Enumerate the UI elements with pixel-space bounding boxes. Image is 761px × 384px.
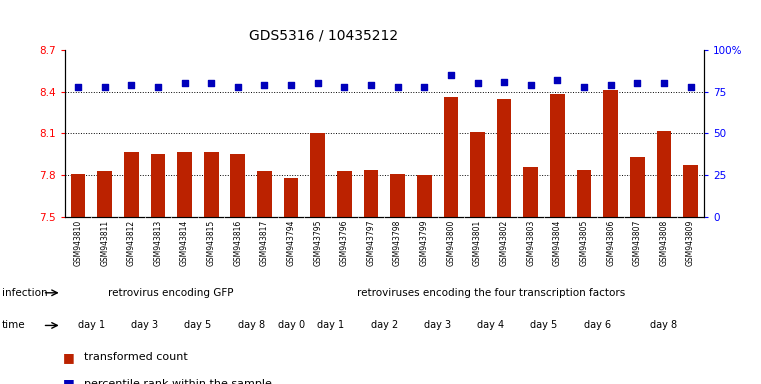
Point bbox=[471, 80, 484, 86]
Text: day 5: day 5 bbox=[530, 320, 558, 331]
Text: GSM943800: GSM943800 bbox=[447, 220, 455, 266]
Text: GSM943814: GSM943814 bbox=[180, 220, 189, 266]
Point bbox=[178, 80, 190, 86]
Text: GSM943794: GSM943794 bbox=[287, 220, 295, 266]
Text: day 5: day 5 bbox=[184, 320, 212, 331]
Text: GSM943802: GSM943802 bbox=[500, 220, 508, 266]
Text: GSM943811: GSM943811 bbox=[100, 220, 109, 266]
Point bbox=[338, 84, 350, 90]
Text: day 8: day 8 bbox=[237, 320, 265, 331]
Text: GSM943797: GSM943797 bbox=[367, 220, 375, 266]
Text: GSM943810: GSM943810 bbox=[74, 220, 82, 266]
Bar bbox=[524, 167, 538, 217]
Text: transformed count: transformed count bbox=[84, 352, 187, 362]
Point bbox=[604, 82, 616, 88]
Point bbox=[524, 82, 537, 88]
Text: retrovirus encoding GFP: retrovirus encoding GFP bbox=[109, 288, 234, 298]
Bar bbox=[417, 175, 431, 217]
Text: GSM943801: GSM943801 bbox=[473, 220, 482, 266]
Bar bbox=[630, 157, 645, 217]
Point bbox=[98, 84, 111, 90]
Text: day 3: day 3 bbox=[131, 320, 158, 331]
Text: day 6: day 6 bbox=[584, 320, 611, 331]
Bar bbox=[151, 154, 165, 217]
Point bbox=[391, 84, 403, 90]
Text: day 3: day 3 bbox=[424, 320, 451, 331]
Point bbox=[285, 82, 297, 88]
Point bbox=[631, 80, 643, 86]
Point bbox=[205, 80, 218, 86]
Point bbox=[578, 84, 590, 90]
Point bbox=[365, 82, 377, 88]
Text: GSM943796: GSM943796 bbox=[340, 220, 349, 266]
Point bbox=[498, 79, 510, 85]
Text: GSM943815: GSM943815 bbox=[207, 220, 215, 266]
Point bbox=[151, 84, 164, 90]
Bar bbox=[124, 152, 139, 217]
Bar bbox=[257, 171, 272, 217]
Text: GSM943803: GSM943803 bbox=[527, 220, 535, 266]
Text: GSM943807: GSM943807 bbox=[633, 220, 642, 266]
Point bbox=[684, 84, 696, 90]
Text: GSM943813: GSM943813 bbox=[154, 220, 162, 266]
Bar bbox=[550, 94, 565, 217]
Text: ■: ■ bbox=[62, 377, 75, 384]
Text: day 2: day 2 bbox=[371, 320, 398, 331]
Text: GSM943798: GSM943798 bbox=[393, 220, 402, 266]
Bar bbox=[603, 90, 618, 217]
Point bbox=[658, 80, 670, 86]
Point bbox=[258, 82, 271, 88]
Text: day 1: day 1 bbox=[317, 320, 345, 331]
Bar bbox=[71, 174, 85, 217]
Point bbox=[72, 84, 84, 90]
Point bbox=[419, 84, 431, 90]
Bar bbox=[657, 131, 671, 217]
Text: GSM943817: GSM943817 bbox=[260, 220, 269, 266]
Text: GDS5316 / 10435212: GDS5316 / 10435212 bbox=[249, 28, 398, 42]
Text: GSM943806: GSM943806 bbox=[607, 220, 615, 266]
Bar bbox=[497, 99, 511, 217]
Bar bbox=[97, 171, 112, 217]
Bar bbox=[204, 152, 218, 217]
Bar bbox=[337, 171, 352, 217]
Text: percentile rank within the sample: percentile rank within the sample bbox=[84, 379, 272, 384]
Point bbox=[312, 80, 324, 86]
Bar bbox=[683, 166, 698, 217]
Text: day 8: day 8 bbox=[651, 320, 677, 331]
Point bbox=[125, 82, 137, 88]
Text: GSM943808: GSM943808 bbox=[660, 220, 668, 266]
Bar bbox=[231, 154, 245, 217]
Bar bbox=[310, 134, 325, 217]
Bar bbox=[577, 170, 591, 217]
Bar bbox=[390, 174, 405, 217]
Text: GSM943809: GSM943809 bbox=[686, 220, 695, 266]
Text: infection: infection bbox=[2, 288, 47, 298]
Bar bbox=[177, 152, 192, 217]
Bar bbox=[284, 178, 298, 217]
Text: day 0: day 0 bbox=[278, 320, 304, 331]
Text: day 4: day 4 bbox=[477, 320, 505, 331]
Text: GSM943799: GSM943799 bbox=[420, 220, 428, 266]
Text: GSM943816: GSM943816 bbox=[234, 220, 242, 266]
Text: retroviruses encoding the four transcription factors: retroviruses encoding the four transcrip… bbox=[357, 288, 625, 298]
Bar bbox=[364, 170, 378, 217]
Point bbox=[551, 77, 563, 83]
Text: ■: ■ bbox=[62, 351, 75, 364]
Text: GSM943795: GSM943795 bbox=[314, 220, 322, 266]
Text: GSM943812: GSM943812 bbox=[127, 220, 135, 266]
Text: day 1: day 1 bbox=[78, 320, 105, 331]
Bar bbox=[444, 97, 458, 217]
Text: time: time bbox=[2, 320, 25, 331]
Text: GSM943804: GSM943804 bbox=[553, 220, 562, 266]
Point bbox=[444, 72, 457, 78]
Text: GSM943805: GSM943805 bbox=[580, 220, 588, 266]
Point bbox=[231, 84, 244, 90]
Bar bbox=[470, 132, 485, 217]
